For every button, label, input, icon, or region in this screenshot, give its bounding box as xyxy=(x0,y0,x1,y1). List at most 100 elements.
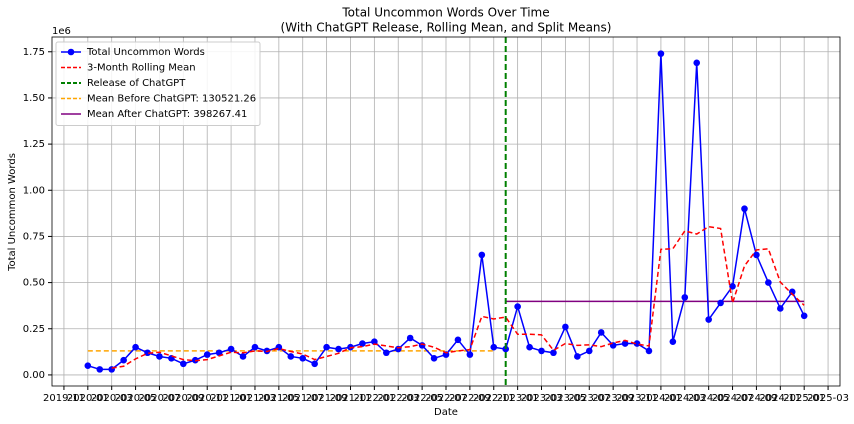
data-point xyxy=(645,347,653,355)
data-point xyxy=(239,353,247,360)
data-point xyxy=(538,347,545,355)
data-point xyxy=(669,338,677,345)
data-point xyxy=(96,366,104,373)
data-point xyxy=(729,282,736,290)
data-point xyxy=(765,279,772,286)
x-tick-label: 2022-01 xyxy=(353,393,395,404)
y-offset-label: 1e6 xyxy=(52,26,71,37)
data-point xyxy=(323,343,330,351)
x-tick-label: 2021-07 xyxy=(282,393,324,404)
x-tick-label: 2023-01 xyxy=(497,393,539,404)
data-point xyxy=(311,360,318,368)
x-tick-label: 2023-05 xyxy=(544,393,586,404)
data-point xyxy=(335,345,342,353)
legend-box xyxy=(55,41,261,126)
data-point xyxy=(705,316,712,323)
y-tick-label: 1.00 xyxy=(23,185,45,196)
data-point xyxy=(621,340,629,347)
x-tick-label: 2021-09 xyxy=(306,393,348,404)
x-tick-label: 2023-07 xyxy=(568,393,610,404)
data-point xyxy=(359,340,366,347)
data-point xyxy=(800,312,808,320)
data-point xyxy=(430,355,438,362)
y-tick-label: 1.50 xyxy=(23,93,45,104)
legend-label: Mean After ChatGPT: 398267.41 xyxy=(87,109,247,120)
data-point xyxy=(287,353,295,360)
data-point xyxy=(717,299,724,307)
x-tick-label: 2024-11 xyxy=(759,393,801,404)
x-tick-label: 2022-07 xyxy=(425,393,467,404)
x-tick-label: 2023-11 xyxy=(616,393,658,404)
data-point xyxy=(466,351,474,358)
data-point xyxy=(681,294,689,301)
data-point xyxy=(550,349,557,357)
x-tick-label: 2020-11 xyxy=(186,393,228,404)
data-point xyxy=(657,50,665,57)
x-tick-label: 2024-05 xyxy=(688,393,730,404)
data-point xyxy=(490,343,498,351)
data-point xyxy=(753,251,760,259)
y-tick-label: 1.75 xyxy=(23,47,45,58)
x-tick-label: 2020-05 xyxy=(115,393,157,404)
data-point xyxy=(156,353,163,360)
data-point xyxy=(585,347,593,355)
x-tick-label: 2023-09 xyxy=(592,393,634,404)
data-point xyxy=(693,59,701,67)
data-point xyxy=(562,323,569,331)
x-tick-label: 2020-01 xyxy=(67,393,109,404)
x-tick-label: 2021-11 xyxy=(330,393,372,404)
y-tick-label: 0.50 xyxy=(23,278,45,289)
data-point xyxy=(180,360,187,368)
x-tick-label: 2020-03 xyxy=(91,393,133,404)
legend-label: Total Uncommon Words xyxy=(86,47,205,58)
x-tick-label: 2024-09 xyxy=(736,393,778,404)
x-tick-label: 2022-11 xyxy=(473,393,515,404)
x-tick-label: 2025-01 xyxy=(783,393,825,404)
x-tick-label: 2024-07 xyxy=(712,393,754,404)
x-tick-label: 2024-01 xyxy=(640,393,682,404)
x-tick-label: 2022-09 xyxy=(449,393,491,404)
legend-label: Mean Before ChatGPT: 130521.26 xyxy=(87,94,256,105)
data-point xyxy=(406,334,414,342)
y-tick-label: 1.25 xyxy=(23,139,45,150)
legend-marker xyxy=(67,48,75,56)
data-point xyxy=(120,356,127,364)
data-point xyxy=(514,303,521,310)
legend-label: 3-Month Rolling Mean xyxy=(87,63,196,74)
x-tick-label: 2024-03 xyxy=(664,393,706,404)
data-point xyxy=(526,343,533,351)
data-point xyxy=(597,329,605,336)
y-tick-label: 0.75 xyxy=(23,231,45,242)
chart-title: Total Uncommon Words Over Time xyxy=(341,6,549,20)
data-point xyxy=(478,251,486,259)
data-point xyxy=(574,353,581,360)
data-point xyxy=(383,349,390,357)
data-point xyxy=(227,345,235,353)
chart-subtitle: (With ChatGPT Release, Rolling Mean, and… xyxy=(281,21,612,35)
x-tick-label: 2025-03 xyxy=(807,393,849,404)
x-tick-label: 2021-05 xyxy=(258,393,300,404)
data-point xyxy=(394,345,402,353)
data-point xyxy=(144,349,151,357)
x-axis-label: Date xyxy=(434,407,458,418)
legend-label: Release of ChatGPT xyxy=(87,78,186,89)
data-point xyxy=(502,345,509,353)
y-tick-label: 0.25 xyxy=(23,324,45,335)
data-point xyxy=(777,305,784,312)
x-tick-label: 2022-05 xyxy=(401,393,443,404)
x-tick-label: 2022-03 xyxy=(377,393,419,404)
x-tick-label: 2019-11 xyxy=(43,393,85,404)
data-point xyxy=(132,343,139,351)
data-point xyxy=(633,340,641,347)
data-point xyxy=(299,355,307,362)
x-tick-label: 2020-07 xyxy=(139,393,181,404)
series-line xyxy=(111,225,805,369)
x-tick-label: 2023-03 xyxy=(521,393,563,404)
data-point xyxy=(371,338,378,345)
y-axis-label: Total Uncommon Words xyxy=(7,153,18,272)
data-point xyxy=(203,351,211,358)
x-tick-label: 2021-01 xyxy=(210,393,252,404)
axes-frame xyxy=(51,36,841,387)
data-point xyxy=(215,349,223,357)
